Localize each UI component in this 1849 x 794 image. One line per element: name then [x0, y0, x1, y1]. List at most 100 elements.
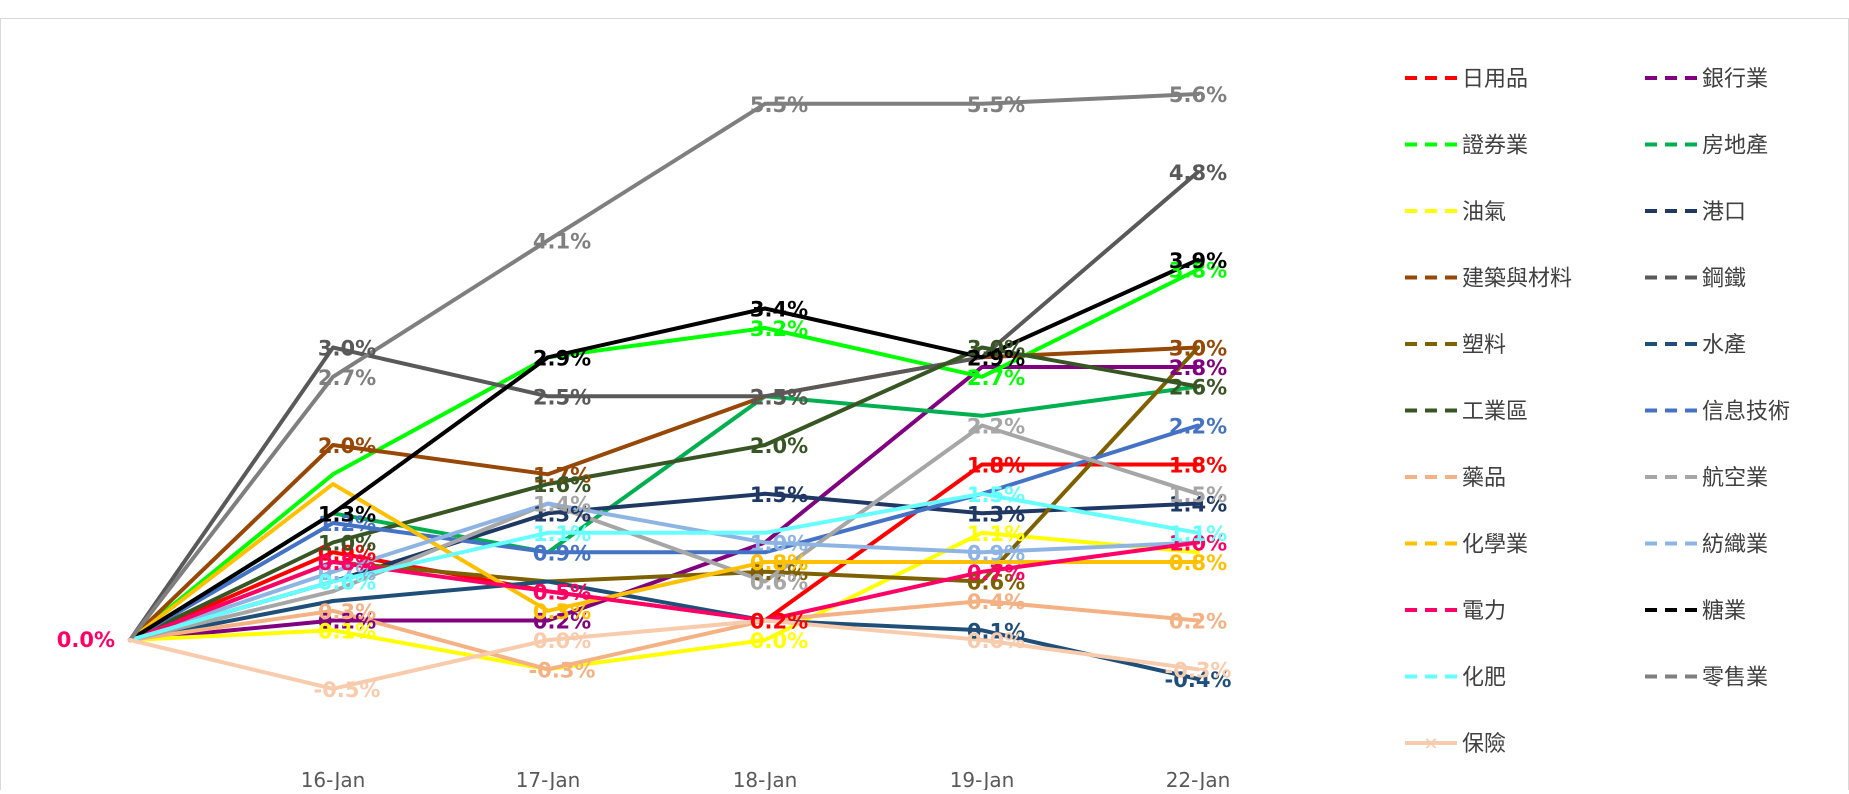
series-line-15	[128, 501, 1200, 642]
data-label-s12-p2: -0.3%	[529, 658, 596, 682]
legend-item-10: 工業區	[1405, 400, 1528, 425]
data-label-s7-p5: 4.8%	[1169, 161, 1227, 185]
legend-item-20: ✕ 保險	[1405, 732, 1506, 757]
series-line-19	[128, 92, 1200, 642]
data-label-s14-p3: 0.8%	[750, 551, 808, 575]
legend-marker-20: ✕	[1423, 734, 1438, 755]
data-label-s7-p1: 3.0%	[318, 337, 376, 361]
data-label-s0-p4: 1.8%	[967, 454, 1025, 478]
legend-label-12: 藥品	[1462, 466, 1506, 491]
data-label-s2-p5: 3.8%	[1169, 259, 1227, 283]
data-label-s10-p5: 2.6%	[1169, 376, 1227, 400]
legend-label-5: 港口	[1702, 200, 1746, 225]
legend-label-8: 塑料	[1462, 333, 1506, 358]
data-label-s7-p2: 2.5%	[533, 385, 591, 409]
data-label-s19-p3: 5.5%	[750, 93, 808, 117]
data-label-s6-p1: 2.0%	[318, 434, 376, 458]
data-label-s10-p4: 3.0%	[967, 337, 1025, 361]
legend-label-4: 油氣	[1462, 200, 1506, 225]
legend-item-12: 藥品	[1405, 466, 1506, 491]
data-label-s19-p4: 5.5%	[967, 93, 1025, 117]
series-lines	[128, 92, 1200, 691]
data-label-s6-p3: 2.5%	[750, 385, 808, 409]
data-label-s0-p1: 0.9%	[318, 541, 376, 565]
x-tick-label-1: 16-Jan	[301, 768, 366, 790]
data-label-s0-p2: 0.5%	[533, 580, 591, 604]
data-label-s4-p4: 1.1%	[967, 522, 1025, 546]
data-label-s8-p3: 0.7%	[750, 561, 808, 585]
legend-item-15: 紡織業	[1645, 533, 1768, 558]
data-label-s14-p5: 0.8%	[1169, 551, 1227, 575]
legend-item-17: 糖業	[1645, 599, 1746, 624]
data-label-s19-p5: 5.6%	[1169, 83, 1227, 107]
data-label-s15-p3: 1.0%	[750, 532, 808, 556]
legend-label-15: 紡織業	[1702, 533, 1768, 558]
x-axis-tick-labels: 16-Jan 17-Jan 18-Jan 19-Jan 22-Jan	[301, 768, 1231, 792]
data-label-s17-p4: 2.9%	[967, 346, 1025, 370]
legend-label-19: 零售業	[1702, 666, 1768, 691]
legend-label-6: 建築與材料	[1462, 267, 1572, 292]
data-labels: 0.9% 0.5% 0.2% 1.8% 1.8% 0.2% 0.2% 2.8% 3.2% 2.7%…	[57, 83, 1232, 702]
legend-item-8: 塑料	[1405, 333, 1506, 358]
data-label-s0-p5: 1.8%	[1169, 454, 1227, 478]
data-label-s17-p3: 3.4%	[750, 298, 808, 322]
x-tick-label-4: 19-Jan	[950, 768, 1015, 790]
data-label-s1-p5: 2.8%	[1169, 356, 1227, 380]
series-line-13	[128, 423, 1200, 642]
data-label-s16-p1: 0.8%	[318, 551, 376, 575]
x-tick-label-5: 22-Jan	[1166, 768, 1231, 790]
data-label-s20-p0: 0.0%	[57, 628, 115, 652]
data-label-s16-p4: 0.7%	[967, 561, 1025, 585]
data-label-s17-p5: 3.9%	[1169, 249, 1227, 273]
series-line-11	[128, 423, 1200, 642]
data-label-s6-p2: 1.7%	[533, 463, 591, 487]
legend-label-9: 水產	[1702, 333, 1746, 358]
data-label-s13-p5: 1.5%	[1169, 483, 1227, 507]
series-line-7	[128, 170, 1200, 642]
legend-item-3: 房地產	[1645, 134, 1768, 159]
data-label-s13-p3: 0.6%	[750, 571, 808, 595]
data-label-s10-p1: 1.0%	[318, 532, 376, 556]
data-label-s5-p3: 1.5%	[750, 483, 808, 507]
data-label-s12-p4: 0.4%	[967, 590, 1025, 614]
data-label-s18-p2: 1.1%	[533, 522, 591, 546]
data-label-s20-p5: -0.3%	[1165, 658, 1232, 682]
data-label-s18-p5: 1.1%	[1169, 522, 1227, 546]
legend-label-0: 日用品	[1462, 67, 1528, 92]
legend-label-1: 銀行業	[1702, 67, 1768, 92]
series-line-6	[128, 345, 1200, 642]
data-label-s20-p2: 0.0%	[533, 629, 591, 653]
data-label-s16-p2: 0.5%	[533, 580, 591, 604]
series-line-20	[128, 618, 1200, 691]
series-line-2	[128, 267, 1200, 642]
data-label-s13-p4: 2.2%	[967, 415, 1025, 439]
data-label-s15-p4: 0.9%	[967, 541, 1025, 565]
legend-item-4: 油氣	[1405, 200, 1506, 225]
legend-item-0: 日用品	[1405, 67, 1528, 92]
series-line-14	[128, 482, 1200, 642]
data-label-s11-p1: 1.2%	[318, 512, 376, 536]
data-label-s0-p3: 0.2%	[750, 610, 808, 634]
data-label-s17-p2: 2.9%	[533, 346, 591, 370]
data-label-s2-p3: 3.2%	[750, 317, 808, 341]
data-label-s19-p1: 2.7%	[318, 366, 376, 390]
data-label-s18-p4: 1.5%	[967, 483, 1025, 507]
legend-item-19: 零售業	[1645, 666, 1768, 691]
data-label-s17-p1: 1.3%	[318, 502, 376, 526]
legend-label-18: 化肥	[1462, 666, 1506, 691]
series-line-16	[128, 540, 1200, 642]
legend-item-6: 建築與材料	[1405, 267, 1572, 292]
data-label-s12-p1: 0.3%	[318, 600, 376, 624]
series-line-18	[128, 491, 1200, 642]
legend-label-11: 信息技術	[1702, 400, 1790, 425]
data-label-s2-p4: 2.7%	[967, 366, 1025, 390]
data-label-s20-p4: 0.0%	[967, 629, 1025, 653]
data-label-s12-p5: 0.2%	[1169, 610, 1227, 634]
legend-label-10: 工業區	[1462, 400, 1528, 425]
data-label-s11-p2: 0.9%	[533, 541, 591, 565]
data-label-s7-p3: 2.5%	[750, 385, 808, 409]
series-line-10	[128, 345, 1200, 642]
